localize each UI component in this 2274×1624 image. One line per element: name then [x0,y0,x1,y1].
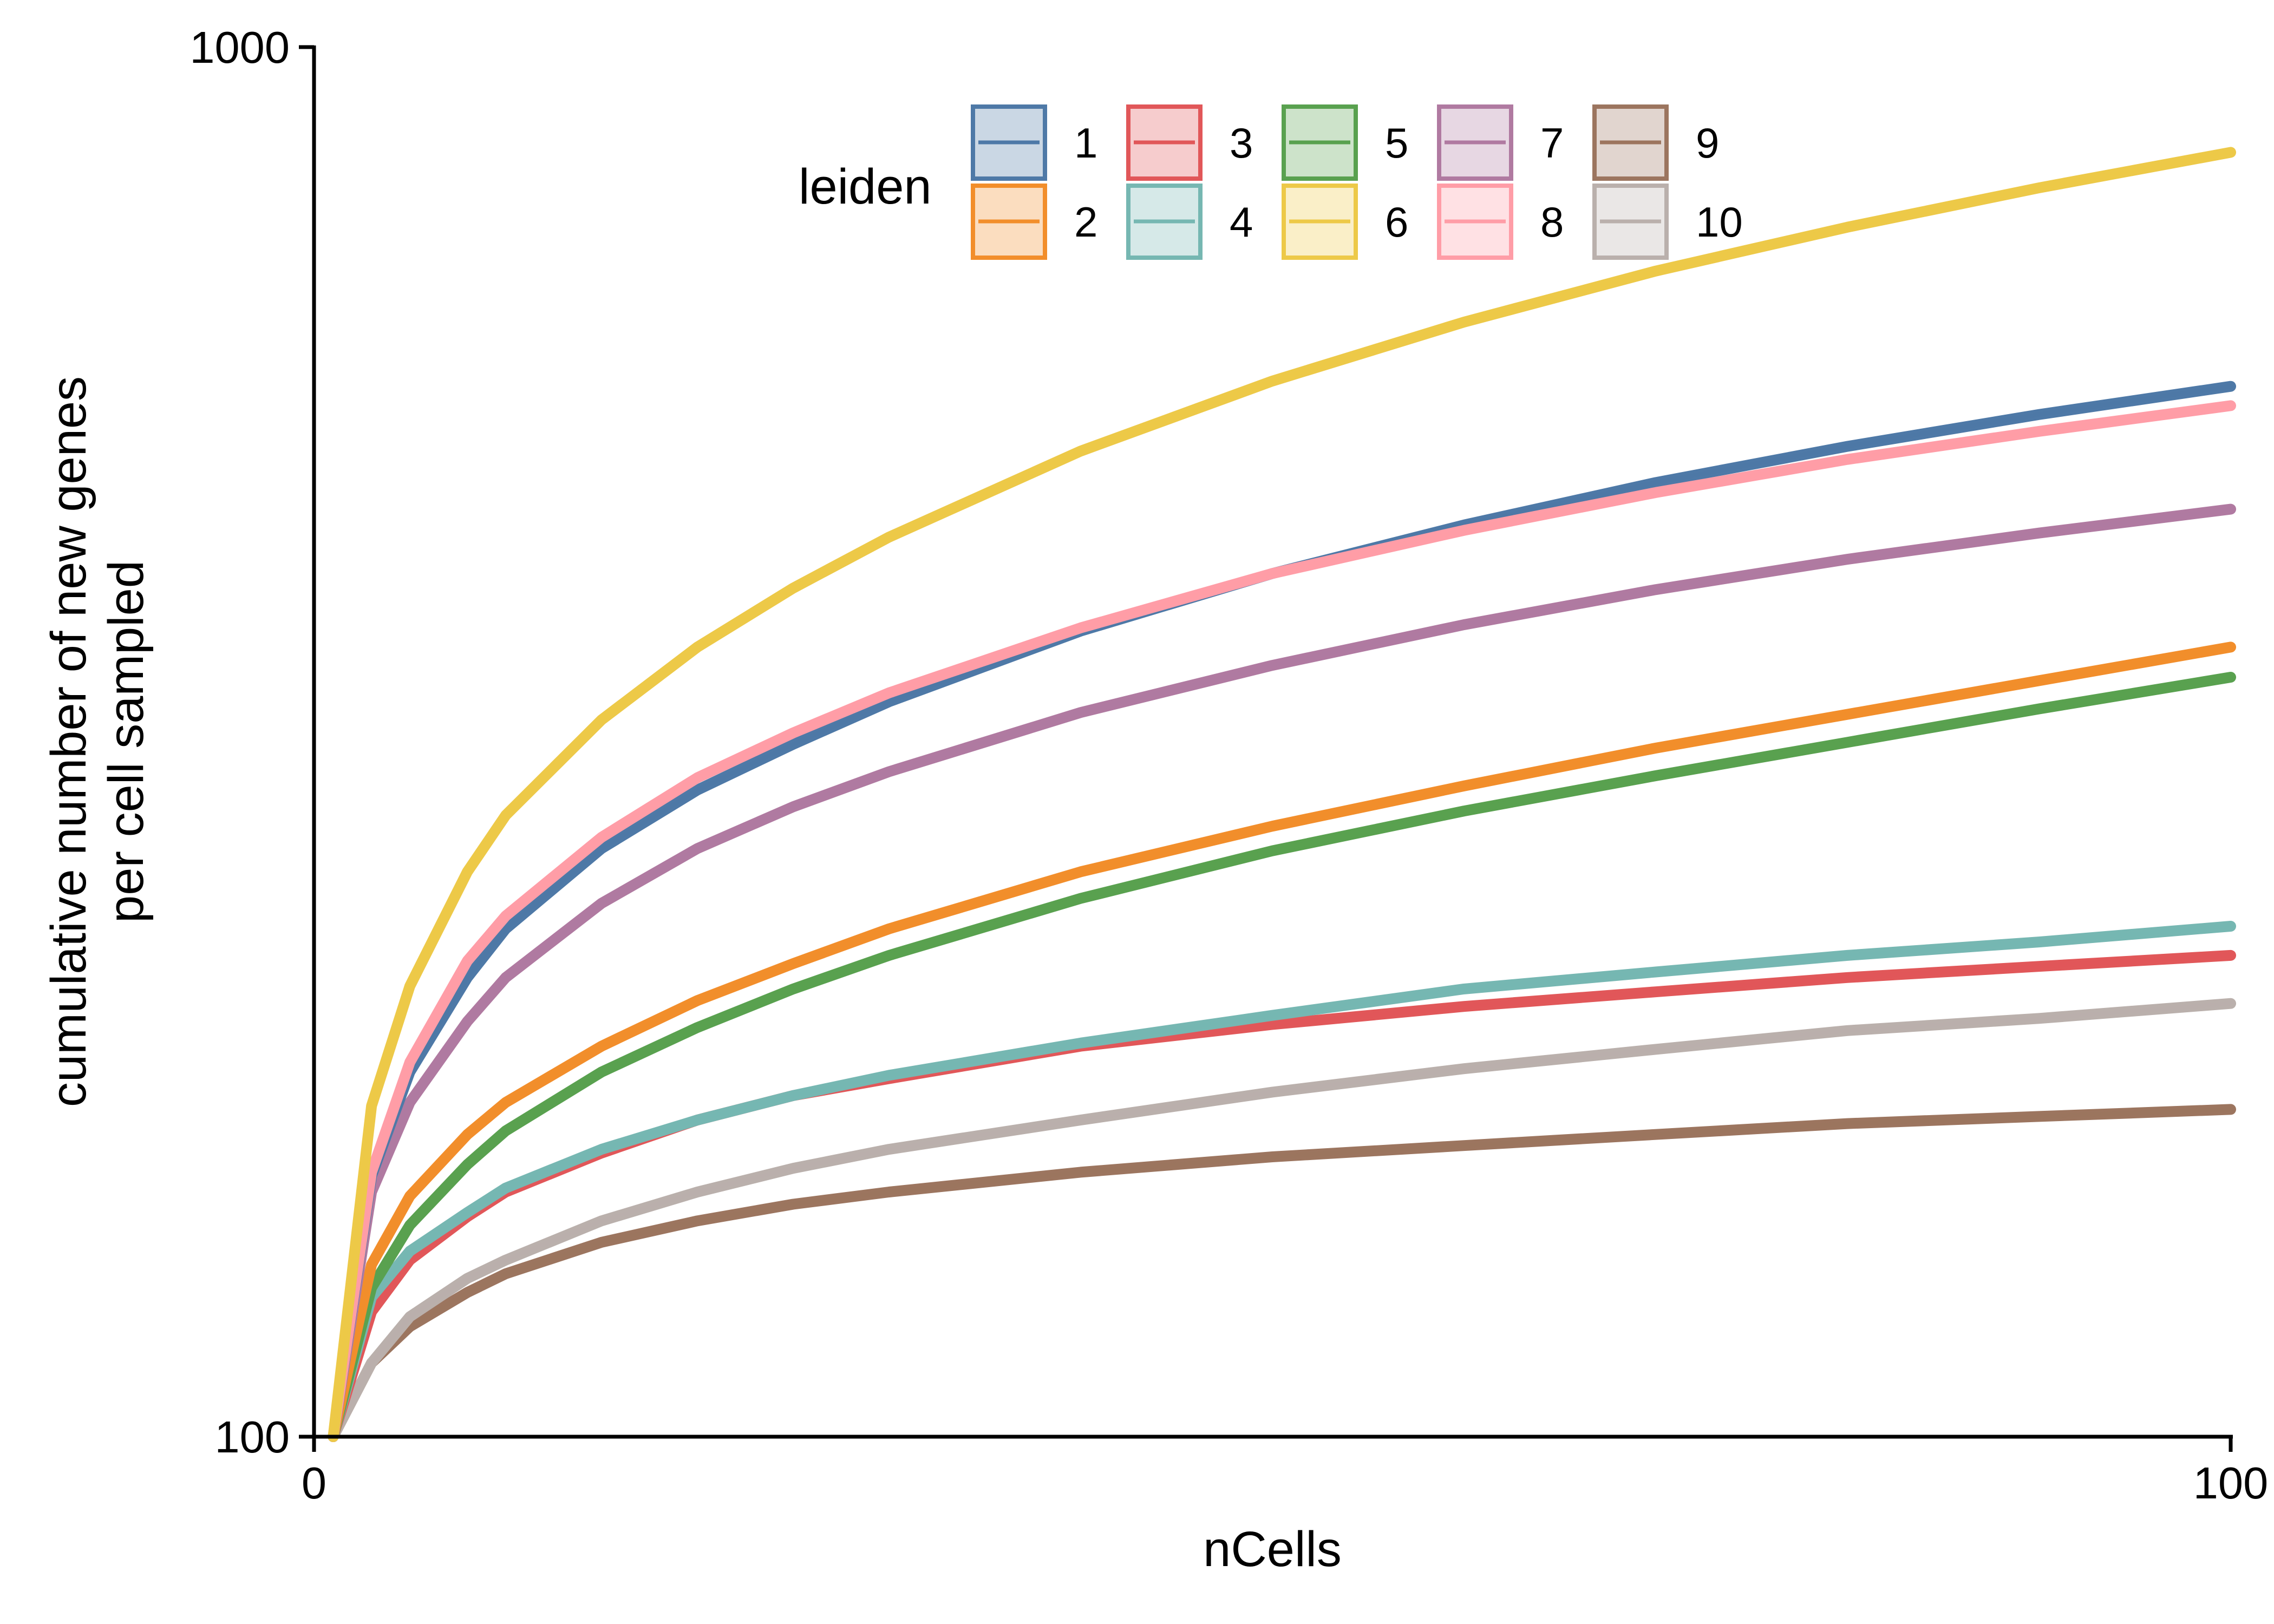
series-4-band [328,921,2236,1442]
series-5-band [328,672,2236,1442]
series-1-band [328,381,2236,1442]
series-10-band [328,998,2236,1442]
legend-label-1: 1 [1074,119,1097,167]
series-5-line [331,675,2233,1439]
legend-label-10: 10 [1696,198,1743,246]
series-8-line [331,403,2233,1439]
legend-label-9: 9 [1696,119,1719,167]
series-7 [328,503,2236,1442]
series-7-line [331,507,2233,1439]
legend-item-7: 7 [1437,104,1564,181]
series-layer [328,147,2236,1442]
y-axis-title-line-2: per cell sampled [99,560,154,923]
series-4 [328,921,2236,1442]
series-8 [328,400,2236,1442]
series-9-band [328,1104,2236,1442]
series-6-line [331,150,2233,1439]
series-9 [328,1104,2236,1442]
legend-item-3: 3 [1126,104,1253,181]
legend-item-10: 10 [1592,184,1743,260]
legend-item-9: 9 [1592,104,1719,181]
series-2-line [331,645,2233,1439]
series-9-line [331,1107,2233,1439]
series-1-line [331,384,2233,1439]
legend-item-2: 2 [971,184,1097,260]
legend-label-8: 8 [1540,198,1564,246]
series-7-band [328,503,2236,1442]
y-tick-label-100: 100 [215,1412,290,1462]
series-6 [328,147,2236,1442]
legend-item-5: 5 [1282,104,1408,181]
legend-label-6: 6 [1385,198,1408,246]
legend-label-2: 2 [1074,198,1097,246]
legend-label-5: 5 [1385,119,1408,167]
y-axis-title-line-1: cumulative number of new genes [41,376,96,1107]
series-4-line [331,924,2233,1439]
legend-item-4: 4 [1126,184,1253,260]
series-2 [328,641,2236,1442]
legend-label-7: 7 [1540,119,1564,167]
legend: leiden 1 2 3 4 5 6 7 8 9 10 [799,104,1743,260]
series-10 [328,998,2236,1442]
y-tick-label-1000: 1000 [190,22,290,73]
legend-item-6: 6 [1282,184,1408,260]
series-6-band [328,147,2236,1442]
series-1 [328,381,2236,1442]
x-tick-label-100: 100 [2193,1458,2268,1508]
legend-item-1: 1 [971,104,1097,181]
x-tick-label-0: 0 [302,1458,326,1508]
series-2-band [328,641,2236,1442]
legend-items: 1 2 3 4 5 6 7 8 9 10 [971,104,1743,260]
x-axis-title: nCells [1203,1522,1342,1577]
series-10-line [331,1001,2233,1439]
legend-label-3: 3 [1230,119,1253,167]
legend-title: leiden [799,159,932,214]
legend-label-4: 4 [1230,198,1253,246]
legend-item-8: 8 [1437,184,1564,260]
series-5 [328,672,2236,1442]
series-8-band [328,400,2236,1442]
